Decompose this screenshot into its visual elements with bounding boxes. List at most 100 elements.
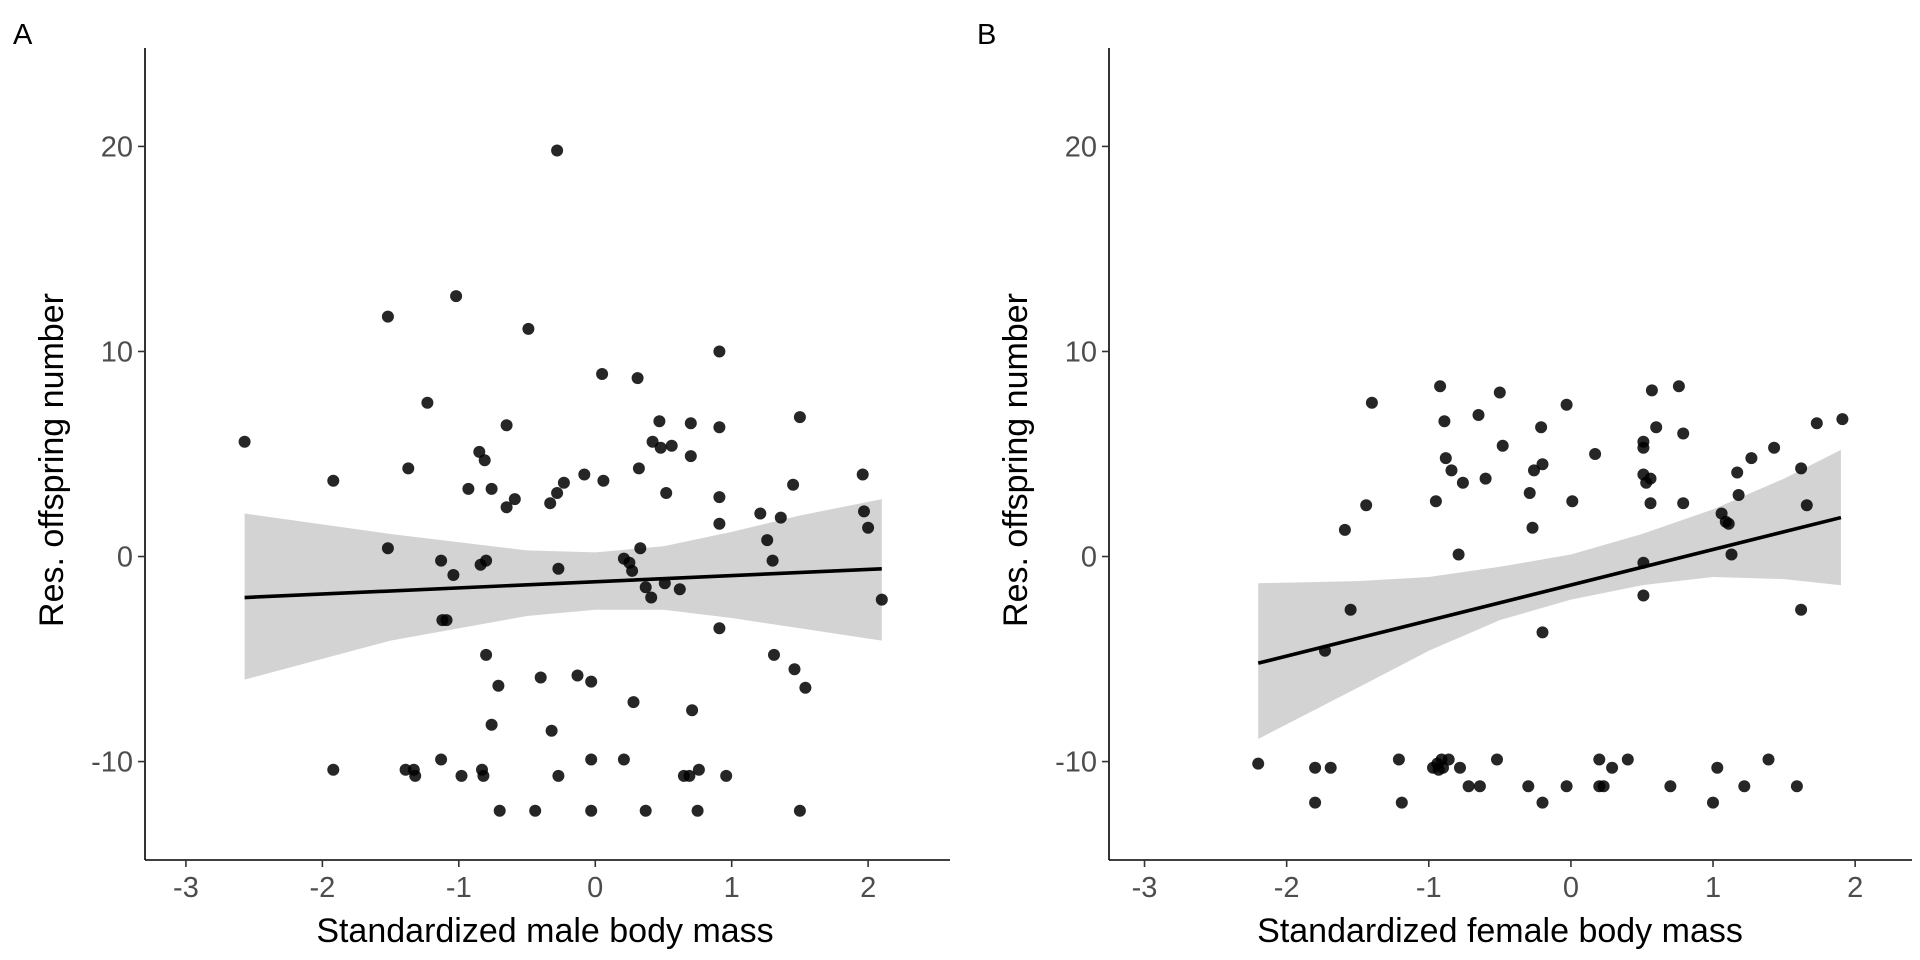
panel-b-point-6 bbox=[1344, 603, 1357, 616]
panel-b-point-71 bbox=[1738, 780, 1751, 793]
panel-b-point-76 bbox=[1795, 603, 1808, 616]
y-tick-label: 20 bbox=[1065, 131, 1097, 163]
regression-line bbox=[1257, 515, 1842, 665]
panel-a-point-56 bbox=[634, 542, 647, 555]
panel-b-fit-line bbox=[1257, 515, 1842, 665]
panel-b-point-39 bbox=[1536, 796, 1549, 809]
panel-a-point-64 bbox=[660, 487, 673, 499]
panel-a-point-87 bbox=[793, 411, 806, 424]
panel-b-point-8 bbox=[1365, 396, 1378, 409]
panel-a-point-72 bbox=[691, 804, 704, 817]
x-tick-label: -3 bbox=[173, 872, 199, 904]
y-tick-label: 20 bbox=[101, 131, 133, 163]
x-tick-label: 0 bbox=[1563, 872, 1579, 904]
panel-b-point-48 bbox=[1621, 753, 1634, 766]
panel-b-point-9 bbox=[1392, 753, 1405, 766]
panel-b-point-21 bbox=[1445, 464, 1458, 477]
panel-a-point-46 bbox=[585, 804, 598, 817]
panel-a-point-5 bbox=[399, 763, 412, 776]
panel-a-point-58 bbox=[639, 804, 652, 817]
panel-a-point-23 bbox=[480, 554, 493, 567]
panel-a-point-83 bbox=[768, 648, 780, 661]
panel-a-point-32 bbox=[522, 322, 535, 335]
panel-a-point-2 bbox=[327, 763, 340, 776]
panel-b-point-69 bbox=[1731, 466, 1744, 479]
panel-b-point-18 bbox=[1438, 415, 1451, 428]
x-tick-label: -3 bbox=[1132, 872, 1158, 904]
panel-a-point-74 bbox=[713, 345, 726, 358]
panel-a-confidence-band bbox=[244, 499, 882, 680]
panel-a-point-77 bbox=[713, 517, 726, 530]
panel-a-point-88 bbox=[793, 804, 806, 817]
panel-a-point-6 bbox=[402, 462, 415, 475]
panel-b-point-27 bbox=[1473, 780, 1486, 793]
panel-a-point-36 bbox=[545, 724, 558, 737]
panel-a-point-54 bbox=[631, 372, 644, 385]
panel-a-point-24 bbox=[480, 648, 493, 661]
panel-a-point-73 bbox=[692, 763, 705, 776]
panel-b-point-2 bbox=[1309, 761, 1322, 774]
panel-a-letter: A bbox=[13, 19, 33, 51]
y-tick-label: 10 bbox=[101, 336, 133, 368]
panel-a-point-28 bbox=[493, 804, 506, 817]
x-tick-label: -2 bbox=[1274, 872, 1300, 904]
panel-a-point-38 bbox=[551, 487, 564, 499]
panel-a-point-84 bbox=[774, 511, 787, 524]
panel-b-point-34 bbox=[1526, 521, 1539, 534]
panel-a-point-16 bbox=[455, 769, 468, 782]
panel-a-point-3 bbox=[381, 310, 394, 323]
panel-a-point-21 bbox=[477, 769, 490, 782]
panel-a-point-14 bbox=[447, 569, 460, 581]
panel-a-point-85 bbox=[787, 478, 800, 491]
panel-a-point-34 bbox=[534, 671, 547, 684]
panel-b-point-7 bbox=[1360, 499, 1373, 512]
panel-a-point-43 bbox=[578, 468, 591, 481]
panel-b-point-1 bbox=[1309, 796, 1322, 809]
panel-b-point-22 bbox=[1452, 548, 1465, 561]
panel-b-point-47 bbox=[1606, 761, 1619, 774]
y-tick-label: -10 bbox=[1055, 747, 1097, 779]
panel-a-point-53 bbox=[627, 696, 640, 709]
panel-b-point-20 bbox=[1442, 753, 1455, 766]
panel-a-point-25 bbox=[485, 482, 498, 495]
panel-a-point-29 bbox=[500, 419, 513, 432]
panel-a-point-82 bbox=[766, 554, 779, 567]
x-tick-label: -1 bbox=[1416, 872, 1442, 904]
panel-a-point-40 bbox=[552, 769, 565, 782]
panel-b-point-40 bbox=[1560, 398, 1573, 411]
panel-a-point-27 bbox=[492, 679, 505, 692]
panel-a-point-62 bbox=[654, 441, 667, 454]
panel-b-point-56 bbox=[1644, 497, 1657, 510]
panel-a-point-35 bbox=[544, 497, 557, 510]
panel-b-point-19 bbox=[1439, 452, 1452, 465]
panel-b-point-25 bbox=[1462, 780, 1475, 793]
panel-a-point-80 bbox=[754, 507, 767, 520]
panel-a-point-8 bbox=[409, 769, 422, 782]
panel-b-point-0 bbox=[1252, 757, 1265, 770]
regression-line bbox=[244, 567, 882, 600]
panel-b-point-70 bbox=[1732, 489, 1745, 501]
x-tick-label: -1 bbox=[446, 872, 472, 904]
panel-a-y-axis-title: Res. offspring number bbox=[33, 293, 71, 627]
panel-b-point-68 bbox=[1725, 548, 1738, 561]
panel-b-point-64 bbox=[1711, 761, 1724, 774]
panel-b-point-44 bbox=[1593, 753, 1606, 766]
panel-a-point-70 bbox=[684, 450, 697, 463]
panel-b-point-5 bbox=[1338, 523, 1351, 536]
panel-b-point-78 bbox=[1800, 499, 1813, 512]
panel-a-point-31 bbox=[508, 493, 521, 506]
panel-b-y-axis-title: Res. offspring number bbox=[997, 293, 1035, 627]
panel-a-point-42 bbox=[571, 669, 584, 682]
panel-a-point-65 bbox=[665, 439, 678, 452]
panel-a-point-10 bbox=[435, 554, 448, 567]
panel-b-letter: B bbox=[977, 19, 996, 51]
panel-b-point-79 bbox=[1810, 417, 1823, 430]
panel-b-point-37 bbox=[1536, 458, 1549, 471]
panel-b-point-80 bbox=[1836, 413, 1849, 426]
panel-a-point-59 bbox=[645, 591, 658, 604]
